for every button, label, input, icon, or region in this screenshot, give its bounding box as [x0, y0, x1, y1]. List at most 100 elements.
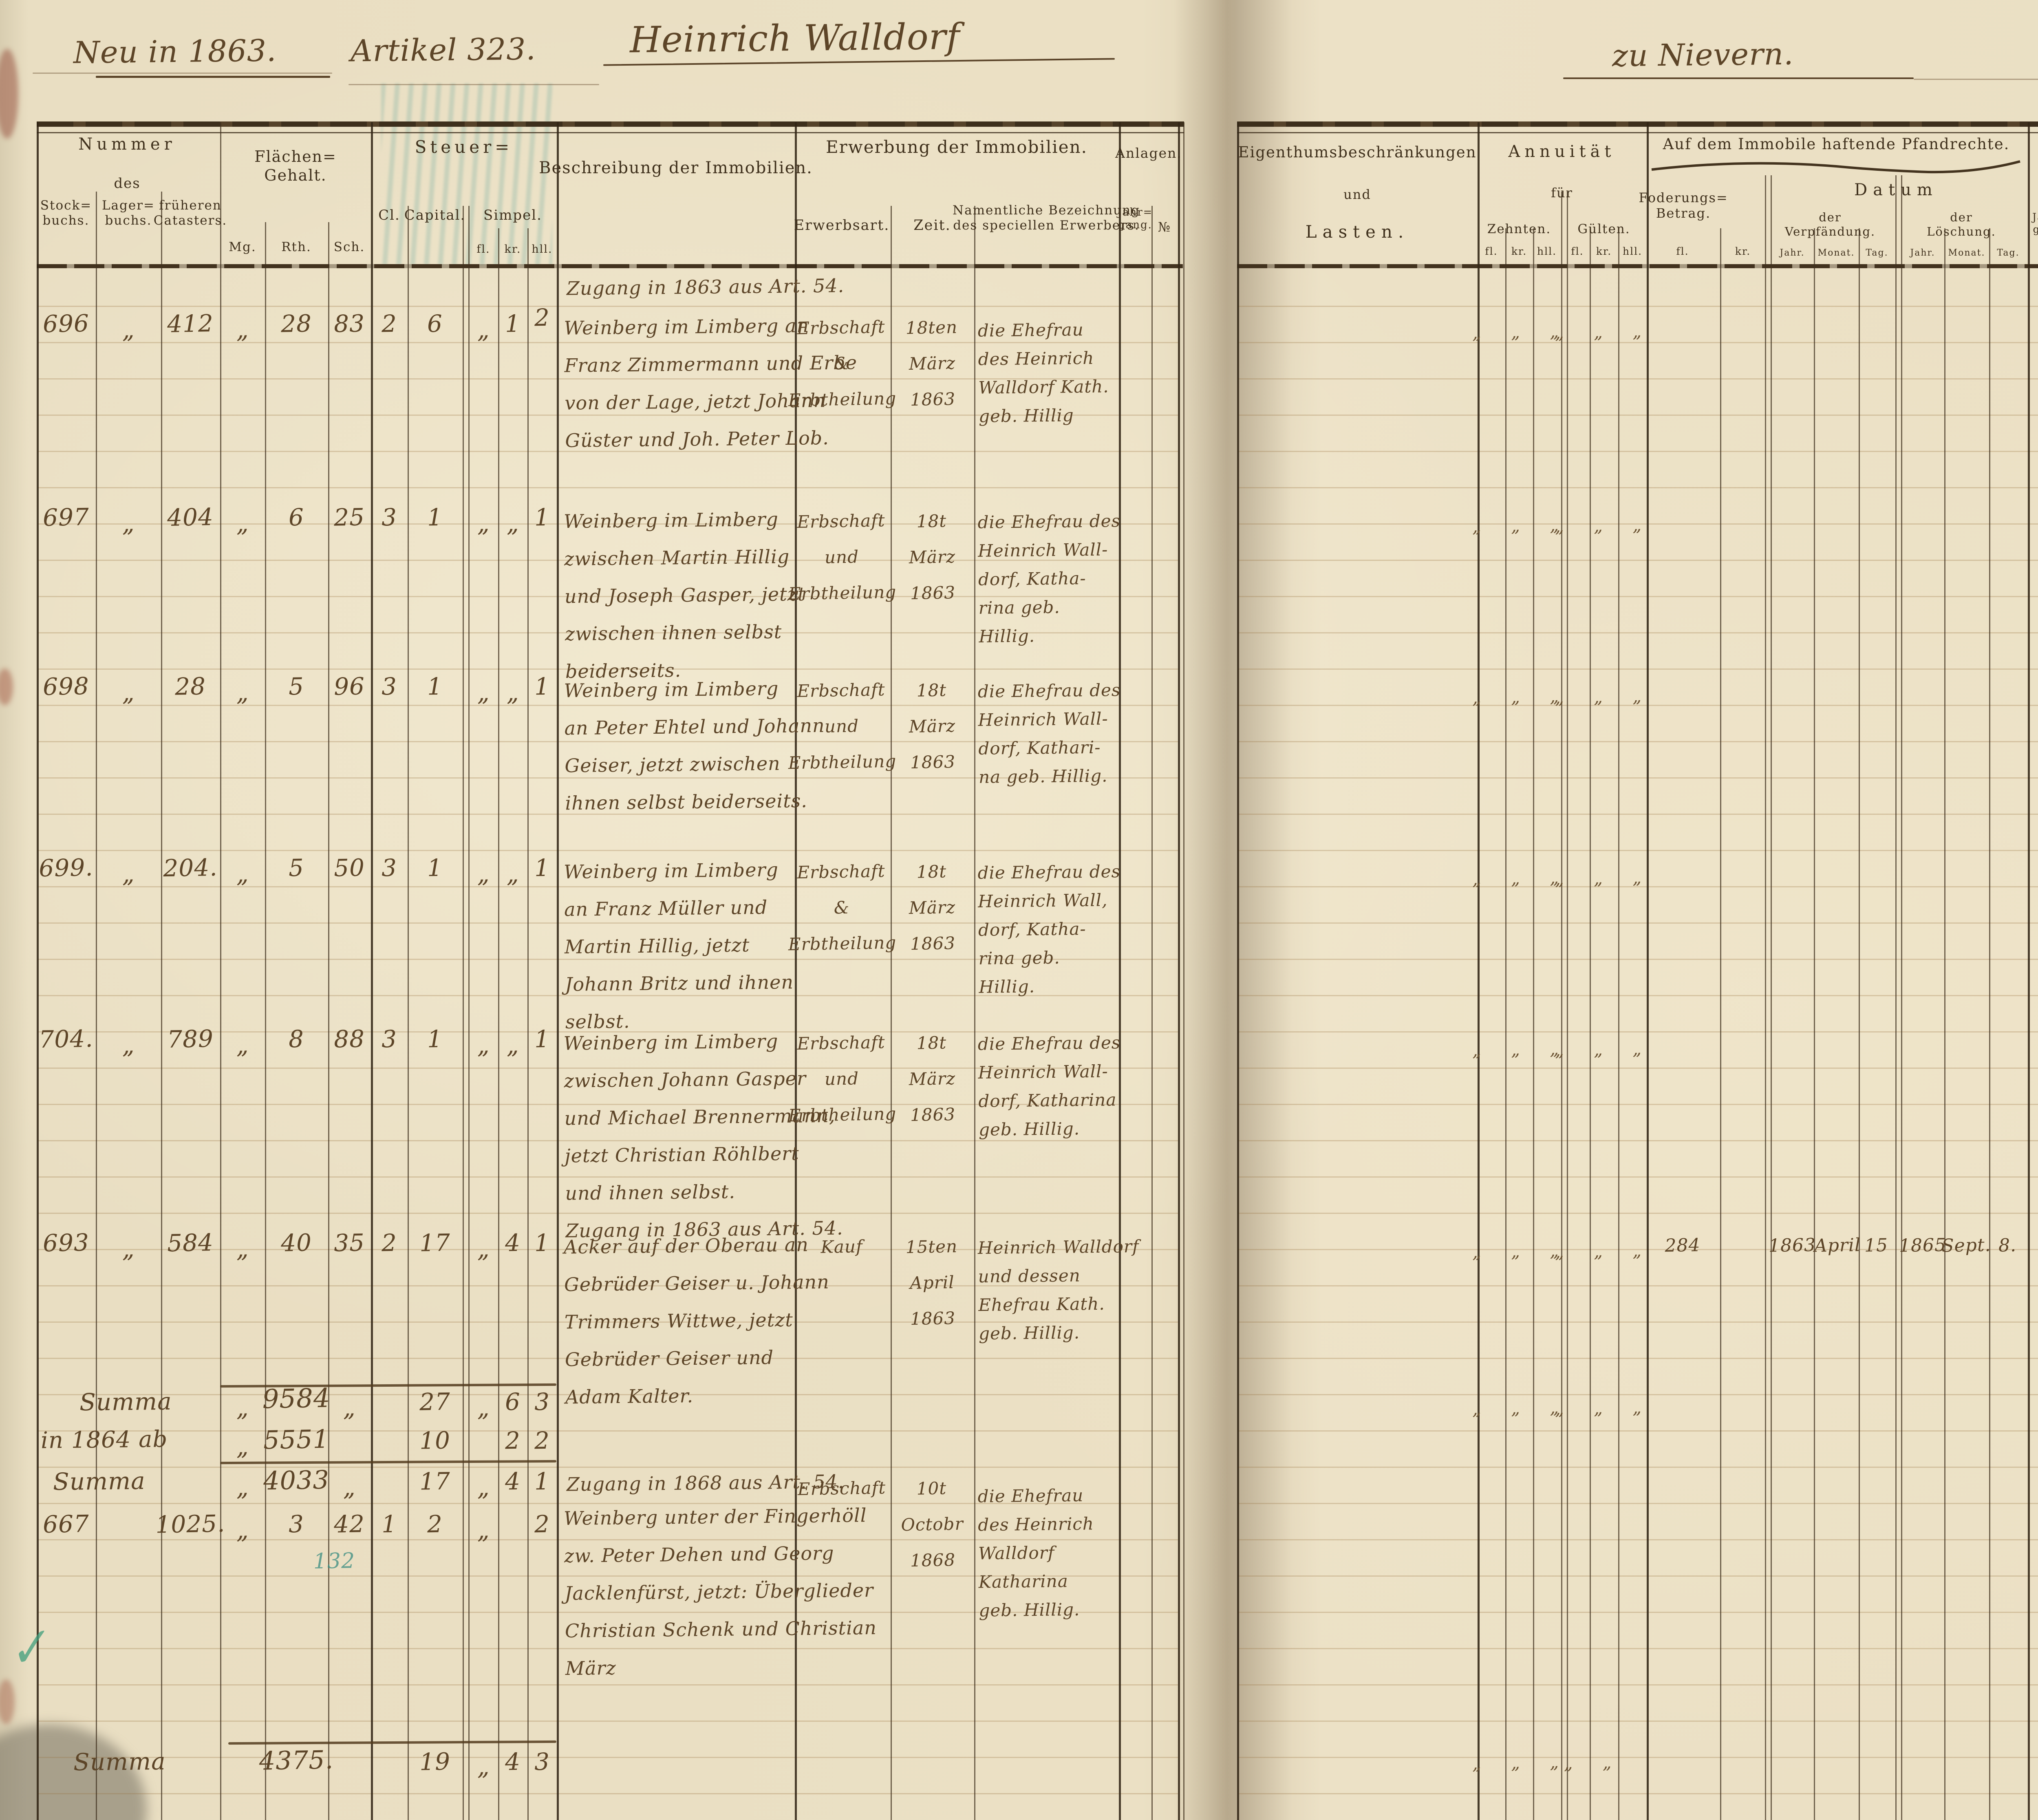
- annuity-ditto-guelten: „ „ „: [1555, 1240, 1654, 1262]
- cell-rth: 8: [288, 1025, 304, 1053]
- cell-cataster: 584: [167, 1229, 214, 1257]
- book-gutter-shadow: [1174, 0, 1292, 1820]
- pfand-verpfaendung-tag: 15: [1864, 1235, 1888, 1256]
- header-und: und: [1343, 187, 1371, 202]
- cell-stockbuch: 667: [42, 1510, 90, 1538]
- header-kr: kr.: [1735, 245, 1751, 257]
- column-rule: [1814, 228, 1815, 1820]
- column-rule: [1183, 122, 1184, 1820]
- sum-rth: 4033: [263, 1465, 330, 1496]
- cell-simpel-fl: „: [476, 315, 490, 344]
- header-zeit: Zeit.: [913, 217, 951, 234]
- sum-rth: 9584: [262, 1383, 331, 1415]
- header-catasters: früheren Catasters.: [153, 198, 227, 228]
- annuity-ditto-guelten: „ „ „: [1555, 867, 1654, 889]
- column-rule: [1771, 175, 1772, 1820]
- cell-erwerber: die Ehefrau des Heinrich Walldorf Kathar…: [977, 1485, 1094, 1621]
- header-rth: Rth.: [281, 240, 311, 254]
- cell-cl: 3: [381, 1025, 397, 1053]
- title-underline: [33, 73, 332, 74]
- header-annuitaet: Annuität: [1508, 142, 1616, 161]
- column-rule: [1178, 122, 1180, 1820]
- header-jahr: Jahr.: [1780, 248, 1805, 258]
- column-rule: [974, 206, 975, 1820]
- cell-simpel-hll: 1: [534, 503, 550, 532]
- cell-lagerbuch: „: [121, 860, 135, 888]
- cell-description: Weinberg im Limberg zwischen Martin Hill…: [563, 508, 806, 683]
- column-rule: [1590, 228, 1591, 1820]
- sum-label: Summa: [73, 1747, 166, 1776]
- cell-mg: „: [236, 509, 249, 538]
- header-erwerbsart: Erwerbsart.: [794, 217, 890, 234]
- cell-cl: 2: [381, 309, 397, 338]
- column-rule: [1765, 175, 1766, 1820]
- cell-capital: 2: [427, 1510, 443, 1538]
- cell-cl: 3: [381, 854, 397, 882]
- cell-simpel-fl: „: [476, 1031, 490, 1059]
- sum-hll: 2: [534, 1426, 550, 1455]
- cell-cl: 3: [381, 672, 397, 701]
- header-cl: Cl.: [378, 207, 400, 223]
- pfand-loeschung-monat: Sept.: [1941, 1234, 1991, 1257]
- column-rule: [37, 122, 39, 1820]
- sum-label: Summa: [79, 1387, 172, 1416]
- header-sch: Sch.: [333, 240, 365, 254]
- sum-mg: „: [236, 1473, 249, 1502]
- cell-erwerber: die Ehefrau des Heinrich Wall- dorf, Kat…: [977, 680, 1121, 787]
- cell-description: Acker auf der Oberau an Gebrüder Geiser …: [563, 1233, 830, 1408]
- header-kr: kr.: [1596, 245, 1612, 257]
- table-rule: [1237, 264, 2038, 268]
- cell-simpel-fl: „: [476, 1235, 490, 1263]
- cell-simpel-hll: 1: [534, 672, 550, 701]
- cell-zeit: 18ten März 1863: [905, 317, 958, 410]
- cell-erwerbsart: Erbschaft: [797, 1478, 886, 1499]
- cell-zeit: 18t März 1863: [909, 511, 956, 603]
- cell-simpel-kr: 1: [505, 309, 521, 338]
- cell-simpel-fl: „: [476, 509, 490, 538]
- column-rule: [265, 222, 266, 1820]
- column-rule: [2028, 122, 2030, 1820]
- header-jahrgang: Jahr= gang.: [1117, 206, 1153, 232]
- column-rule: [161, 192, 162, 1820]
- column-rule: [557, 122, 559, 1820]
- cell-cl: 1: [381, 1510, 397, 1538]
- cell-zeit: 15ten April 1863: [905, 1236, 958, 1329]
- header-foderungsbetrag: Foderungs= Betrag.: [1639, 190, 1728, 221]
- cell-erwerbsart: Erbschaft und Erbtheilung: [788, 1032, 897, 1126]
- header-monat: Monat.: [1817, 248, 1855, 258]
- annuity-ditto-guelten: „ „ „: [1555, 686, 1654, 708]
- cell-lagerbuch: „: [121, 678, 135, 707]
- annuity-ditto-guelten: „ „: [1564, 1752, 1624, 1774]
- column-rule: [463, 206, 464, 1820]
- cell-erwerbsart: Erbschaft und Erbtheilung: [788, 510, 897, 604]
- running-title-owner: Heinrich Walldorf: [629, 15, 960, 61]
- cell-sch: 96: [333, 672, 365, 701]
- cell-mg: „: [236, 678, 249, 707]
- header-jahr: Jahr.: [1910, 248, 1935, 258]
- cell-simpel-fl: „: [476, 1516, 490, 1544]
- header-stockbuchs: Stock= buchs.: [40, 198, 92, 228]
- annuity-ditto-guelten: „ „ „: [1555, 514, 1654, 537]
- sum-fl: „: [476, 1473, 490, 1502]
- cell-erwerber: die Ehefrau des Heinrich Walldorf Kath. …: [977, 319, 1109, 426]
- column-rule: [468, 206, 470, 1820]
- sum-sch: „: [342, 1473, 356, 1502]
- header-fl: fl.: [1676, 245, 1689, 257]
- cell-lagerbuch: „: [121, 315, 135, 344]
- header-des: des: [114, 175, 141, 192]
- header-fuer: für: [1551, 185, 1573, 201]
- ledger-ruling: [38, 271, 1178, 1820]
- column-rule: [1618, 228, 1619, 1820]
- cell-erwerber: Heinrich Walldorf und dessen Ehefrau Kat…: [977, 1236, 1139, 1344]
- cell-cl: 2: [381, 1229, 397, 1257]
- header-namentliche-bezeichnung: Namentliche Bezeichnung des speciellen E…: [953, 203, 1140, 233]
- cell-erwerbsart: Kauf: [820, 1236, 863, 1257]
- header-monat: Monat.: [1948, 248, 1985, 258]
- sum-fl: „: [476, 1752, 490, 1781]
- cell-sch: 50: [333, 854, 365, 882]
- header-simpel: Simpel.: [483, 207, 542, 223]
- cell-mg: „: [236, 1031, 249, 1059]
- cell-sch: 88: [333, 1025, 365, 1053]
- cell-erwerber: die Ehefrau des Heinrich Wall- dorf, Kat…: [977, 511, 1121, 646]
